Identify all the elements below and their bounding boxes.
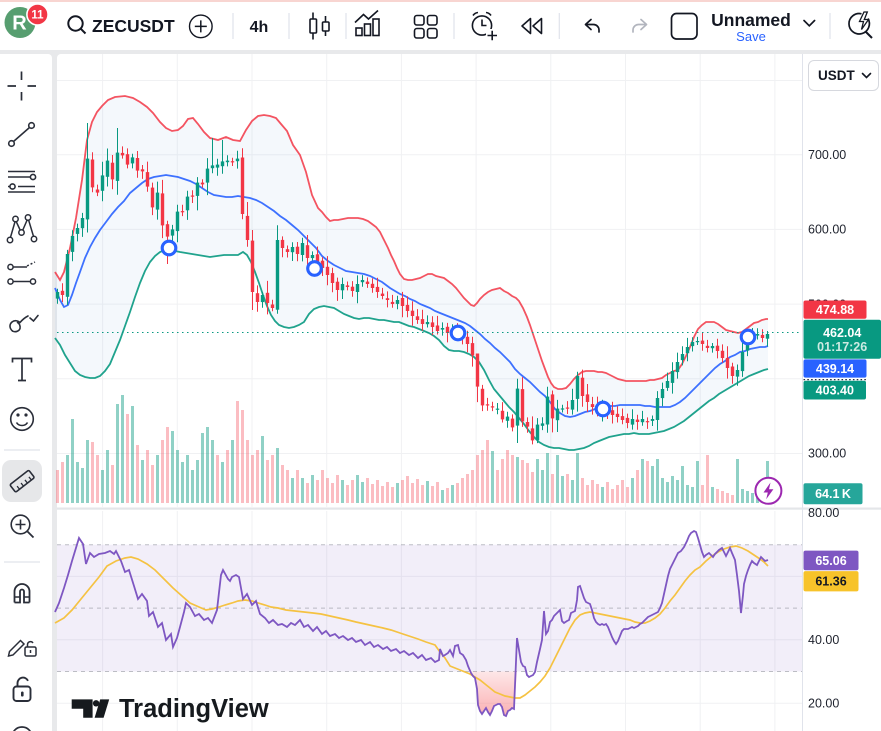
svg-text:40.00: 40.00 <box>808 633 839 647</box>
svg-text:Unnamed: Unnamed <box>711 10 791 30</box>
svg-text:ZECUSDT: ZECUSDT <box>92 16 175 36</box>
svg-text:474.88: 474.88 <box>816 303 854 317</box>
svg-text:4h: 4h <box>250 19 269 36</box>
svg-text:61.36: 61.36 <box>815 575 846 589</box>
svg-text:80.00: 80.00 <box>808 506 839 520</box>
svg-text:11: 11 <box>31 10 44 22</box>
svg-text:403.40: 403.40 <box>816 384 854 398</box>
svg-text:65.06: 65.06 <box>815 554 846 568</box>
svg-text:64.1 K: 64.1 K <box>815 487 851 501</box>
svg-text:462.04: 462.04 <box>823 326 861 340</box>
svg-text:01:17:26: 01:17:26 <box>817 340 867 354</box>
svg-text:700.00: 700.00 <box>808 148 846 162</box>
svg-text:R: R <box>12 13 27 35</box>
svg-text:439.14: 439.14 <box>816 362 854 376</box>
svg-text:300.00: 300.00 <box>808 447 846 461</box>
svg-text:Save: Save <box>736 29 766 44</box>
svg-text:20.00: 20.00 <box>808 696 839 710</box>
svg-text:TradingView: TradingView <box>119 695 269 723</box>
svg-text:600.00: 600.00 <box>808 223 846 237</box>
